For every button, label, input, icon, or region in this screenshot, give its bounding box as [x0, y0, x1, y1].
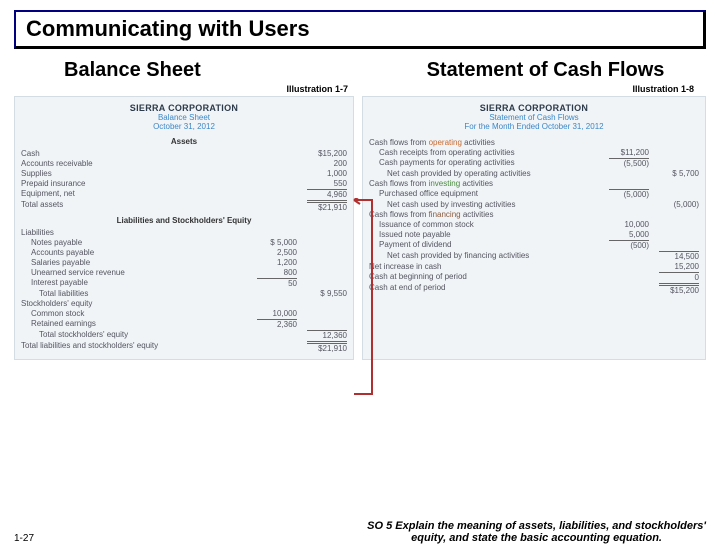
bs-doc-type: Balance Sheet	[21, 113, 347, 122]
row-value: 800	[247, 268, 297, 277]
row-value: (5,000)	[599, 189, 649, 199]
row-label: Net increase in cash	[369, 262, 599, 271]
study-objective: SO 5 Explain the meaning of assets, liab…	[367, 520, 706, 544]
row-value: 4,960	[297, 189, 347, 199]
row-value: 5,000	[599, 230, 649, 239]
row-label: Cash flows from operating activities	[369, 138, 699, 147]
row-value: $21,910	[297, 200, 347, 212]
row-label: Issuance of common stock	[369, 220, 599, 229]
row-value: 50	[247, 278, 297, 288]
row-label: Unearned service revenue	[21, 268, 247, 277]
row-label: Cash flows from financing activities	[369, 210, 699, 219]
row-label: Net cash provided by operating activitie…	[369, 169, 599, 178]
row-value: 1,000	[297, 169, 347, 178]
row-value: 200	[297, 159, 347, 168]
subtitle-cash-flows: Statement of Cash Flows	[385, 59, 706, 82]
bs-date: October 31, 2012	[21, 122, 347, 131]
row-label: Prepaid insurance	[21, 179, 297, 188]
assets-heading: Assets	[21, 137, 347, 146]
row-value: 15,200	[649, 262, 699, 271]
balance-sheet-panel: SIERRA CORPORATION Balance Sheet October…	[14, 96, 354, 360]
row-label: Total stockholders' equity	[21, 330, 247, 340]
row-label: Notes payable	[21, 238, 247, 247]
connector-arrow-icon	[352, 198, 376, 398]
row-label: Equipment, net	[21, 189, 297, 199]
page-title: Communicating with Users	[14, 10, 706, 49]
row-value: (500)	[599, 240, 649, 250]
row-label: Liabilities	[21, 228, 347, 237]
row-value: 1,200	[247, 258, 297, 267]
row-label: Supplies	[21, 169, 297, 178]
row-label: Total liabilities and stockholders' equi…	[21, 341, 247, 353]
row-label: Retained earnings	[21, 319, 247, 329]
row-label: Net cash used by investing activities	[369, 200, 599, 209]
illustration-label-left: Illustration 1-7	[14, 84, 360, 94]
row-value: 0	[649, 272, 699, 282]
lse-heading: Liabilities and Stockholders' Equity	[21, 216, 347, 225]
row-value: $ 9,550	[297, 289, 347, 298]
row-label: Salaries payable	[21, 258, 247, 267]
row-label: Payment of dividend	[369, 240, 599, 250]
row-value: $11,200	[599, 148, 649, 157]
row-label: Accounts receivable	[21, 159, 297, 168]
row-value: $ 5,000	[247, 238, 297, 247]
row-label: Cash at end of period	[369, 283, 599, 295]
row-value: 2,360	[247, 319, 297, 329]
row-value: 14,500	[649, 251, 699, 261]
row-label: Cash	[21, 149, 297, 158]
row-label: Accounts payable	[21, 248, 247, 257]
row-label: Cash receipts from operating activities	[369, 148, 599, 157]
illustration-label-right: Illustration 1-8	[360, 84, 706, 94]
bs-corp-name: SIERRA CORPORATION	[21, 103, 347, 113]
row-value: 10,000	[599, 220, 649, 229]
subtitle-balance-sheet: Balance Sheet	[14, 59, 385, 82]
row-label: Cash flows from investing activities	[369, 179, 699, 188]
cf-doc-type: Statement of Cash Flows	[369, 113, 699, 122]
row-label: Issued note payable	[369, 230, 599, 239]
row-label: Cash at beginning of period	[369, 272, 599, 282]
cf-corp-name: SIERRA CORPORATION	[369, 103, 699, 113]
row-label: Purchased office equipment	[369, 189, 599, 199]
row-label: Total liabilities	[21, 289, 247, 298]
row-value: 10,000	[247, 309, 297, 318]
row-label: Stockholders' equity	[21, 299, 347, 308]
row-label: Common stock	[21, 309, 247, 318]
row-value: 550	[297, 179, 347, 188]
page-number: 1-27	[14, 533, 34, 544]
row-label: Net cash provided by financing activitie…	[369, 251, 599, 261]
row-value: $21,910	[297, 341, 347, 353]
cf-date: For the Month Ended October 31, 2012	[369, 122, 699, 131]
row-label: Interest payable	[21, 278, 247, 288]
row-value: (5,500)	[599, 158, 649, 168]
row-value: 2,500	[247, 248, 297, 257]
cash-flows-panel: SIERRA CORPORATION Statement of Cash Flo…	[362, 96, 706, 360]
row-value: 12,360	[297, 330, 347, 340]
row-value: $15,200	[297, 149, 347, 158]
row-value: (5,000)	[649, 200, 699, 209]
row-label: Total assets	[21, 200, 297, 212]
row-label: Cash payments for operating activities	[369, 158, 599, 168]
row-value: $15,200	[649, 283, 699, 295]
row-value: $ 5,700	[649, 169, 699, 178]
